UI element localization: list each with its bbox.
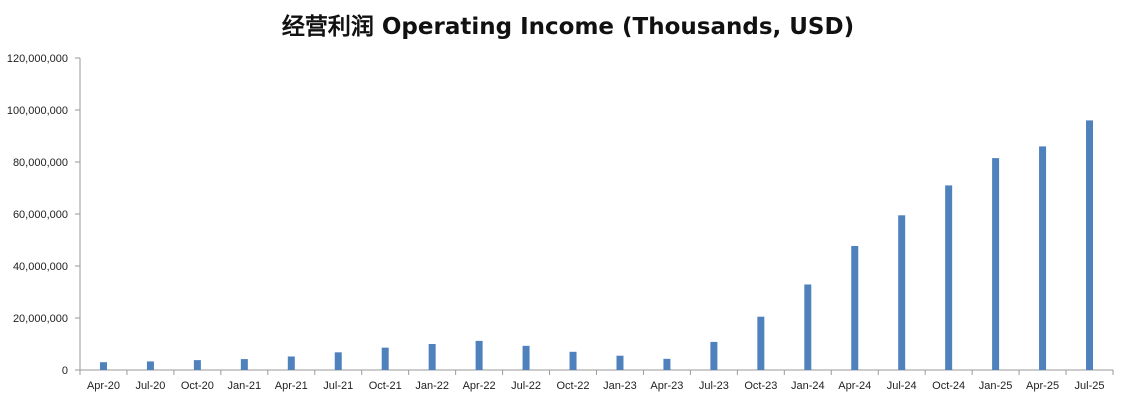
x-tick-label: Jul-25: [1075, 380, 1105, 392]
bar: [240, 359, 248, 370]
y-tick-label: 80,000,000: [13, 157, 68, 169]
x-tick-label: Oct-23: [744, 380, 777, 392]
x-tick-label: Apr-25: [1026, 380, 1059, 392]
x-tick-label: Apr-24: [838, 380, 871, 392]
bar: [851, 245, 859, 370]
bar: [992, 158, 1000, 370]
bar: [663, 358, 671, 370]
x-tick-label: Jul-23: [699, 380, 729, 392]
bar: [287, 356, 295, 370]
x-tick-label: Apr-23: [650, 380, 683, 392]
x-tick-label: Oct-22: [557, 380, 590, 392]
x-tick-label: Oct-20: [181, 380, 214, 392]
x-tick-label: Apr-21: [275, 380, 308, 392]
bar: [1086, 120, 1094, 371]
bar: [616, 355, 624, 370]
bar: [334, 352, 342, 370]
bar: [522, 345, 530, 370]
x-tick-label: Oct-24: [932, 380, 965, 392]
bar: [757, 316, 765, 370]
bar: [945, 185, 953, 370]
x-tick-label: Jan-24: [791, 380, 825, 392]
bar: [193, 360, 201, 370]
x-tick-label: Jan-23: [603, 380, 637, 392]
x-tick-label: Jul-22: [511, 380, 541, 392]
y-tick-label: 60,000,000: [13, 209, 68, 221]
chart-title: 经营利润 Operating Income (Thousands, USD): [282, 13, 854, 40]
bar: [475, 340, 483, 370]
bar: [99, 362, 107, 370]
bar: [381, 347, 389, 370]
bar: [1039, 146, 1047, 370]
x-axis: Apr-20 Jul-20 Oct-20 Jan-21 Apr-21 Jul-21 Oct-…: [79, 369, 1114, 392]
bar: [146, 361, 154, 370]
x-tick-label: Apr-22: [463, 380, 496, 392]
y-tick-label: 0: [62, 365, 68, 377]
x-tick-label: Oct-21: [369, 380, 402, 392]
x-tick-label: Jul-21: [323, 380, 353, 392]
x-tick-label: Jul-24: [887, 380, 917, 392]
y-tick-label: 100,000,000: [7, 105, 68, 117]
x-tick-label: Jul-20: [135, 380, 165, 392]
x-tick-label: Jan-21: [228, 380, 262, 392]
y-axis: 0 20,000,000 40,000,000 60,000,000 80,000,00…: [7, 53, 81, 377]
y-tick-label: 20,000,000: [13, 313, 68, 325]
bar: [898, 215, 906, 370]
x-tick-label: Jan-25: [979, 380, 1013, 392]
bars: [99, 120, 1094, 371]
bar: [428, 344, 436, 370]
bar: [569, 351, 577, 370]
bar: [804, 284, 812, 370]
bar: [710, 341, 718, 370]
y-tick-label: 120,000,000: [7, 53, 68, 65]
x-tick-label: Jan-22: [415, 380, 449, 392]
y-tick-label: 40,000,000: [13, 261, 68, 273]
x-tick-label: Apr-20: [87, 380, 120, 392]
